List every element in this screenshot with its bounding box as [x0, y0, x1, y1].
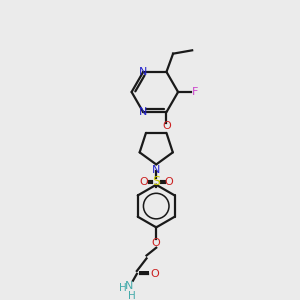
Text: H: H [119, 284, 127, 293]
Text: S: S [152, 176, 160, 188]
Text: N: N [139, 67, 147, 77]
Text: O: O [152, 238, 161, 248]
Text: N: N [125, 281, 133, 292]
Text: F: F [192, 87, 199, 97]
Text: N: N [152, 165, 160, 175]
Text: O: O [139, 177, 148, 187]
Text: H: H [128, 291, 136, 300]
Text: N: N [139, 107, 147, 117]
Text: O: O [162, 121, 171, 131]
Text: O: O [164, 177, 173, 187]
Text: O: O [150, 269, 159, 279]
